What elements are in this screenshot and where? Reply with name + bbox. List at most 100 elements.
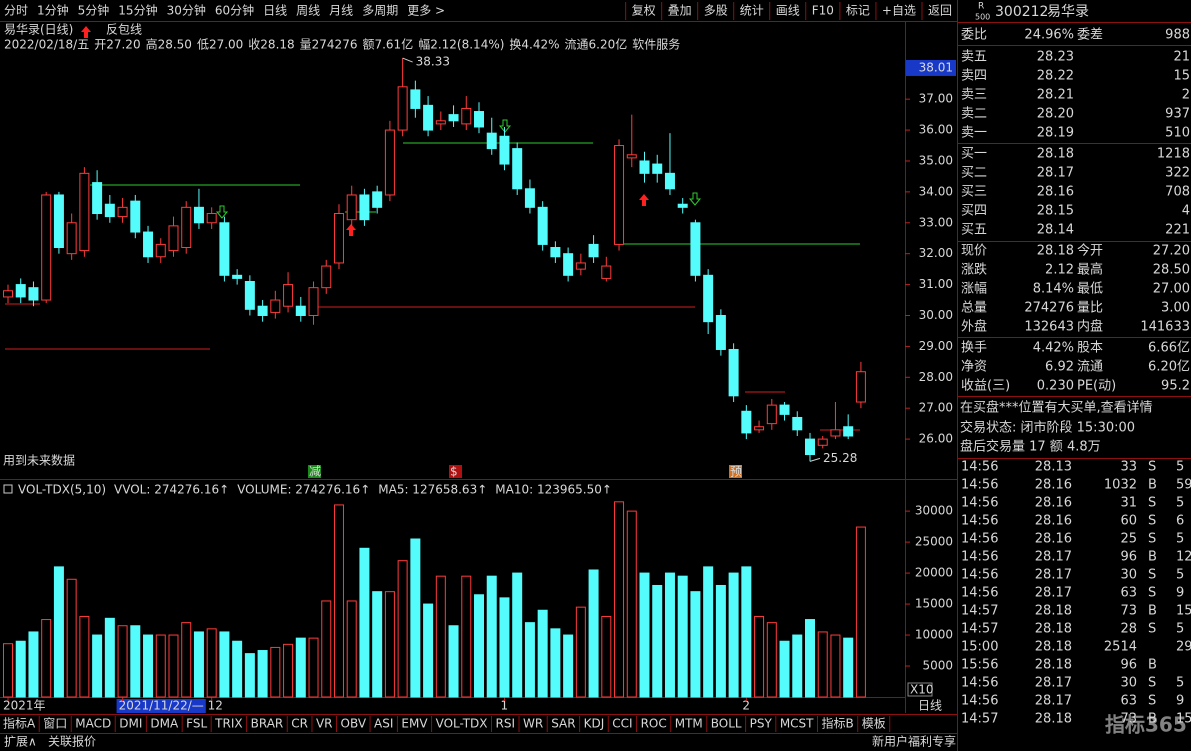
indicator-tab[interactable]: WR: [523, 717, 543, 731]
candle-body: [639, 160, 650, 174]
candle-body: [792, 416, 803, 431]
volume-bar: [766, 622, 777, 698]
indicator-tab[interactable]: OBV: [341, 717, 367, 731]
toolbar-button[interactable]: 画线: [776, 4, 800, 18]
indicator-tab[interactable]: DMA: [150, 717, 179, 731]
signal-box: [308, 465, 321, 478]
indicator-tab[interactable]: MTM: [675, 717, 703, 731]
toolbar-button[interactable]: 返回: [928, 4, 952, 18]
high-pointer: [402, 57, 413, 63]
candle-body: [104, 203, 115, 218]
candle-body: [448, 114, 459, 122]
notice[interactable]: 在买盘***位置有大买单,查看详情: [960, 400, 1153, 416]
trade-time: 14:56: [961, 586, 998, 601]
period-tab[interactable]: 15分钟: [118, 3, 157, 18]
period-tab[interactable]: 1分钟: [37, 3, 69, 18]
indicator-tab[interactable]: 模板: [862, 717, 886, 731]
quote-label: 收益(三): [961, 379, 1010, 394]
quote-value: 21: [1173, 50, 1190, 65]
volume-bar: [28, 631, 39, 698]
promo-link[interactable]: 新用户福利专享: [872, 734, 956, 749]
volume-bar: [461, 575, 472, 698]
period-tab[interactable]: 更多 >: [407, 4, 445, 18]
candle-body: [652, 163, 663, 174]
candle-body: [168, 225, 179, 252]
candle-body: [601, 265, 612, 279]
indicator-tab[interactable]: CR: [291, 717, 308, 731]
volume-bar: [550, 628, 561, 698]
indicator-tab[interactable]: MCST: [780, 717, 814, 731]
indicator-tab[interactable]: FSL: [186, 717, 207, 731]
trade-status: 交易状态: 闭市阶段 15:30:00: [960, 420, 1135, 436]
indicator-tab[interactable]: VR: [316, 717, 333, 731]
volume-bar: [486, 575, 497, 698]
candle-body: [308, 287, 319, 316]
period-tab[interactable]: 30分钟: [167, 3, 206, 18]
quote-info: 换4.42%: [509, 38, 559, 52]
quote-info: 低27.00: [197, 38, 243, 52]
indicator-tab[interactable]: VOL-TDX: [436, 717, 488, 731]
indicator-tab[interactable]: KDJ: [584, 717, 605, 731]
indicator-tab[interactable]: ROC: [641, 717, 667, 731]
signal-arrows: [81, 26, 702, 236]
trade-count: 15: [1176, 712, 1191, 727]
candle-body: [728, 348, 739, 397]
indicator-tab[interactable]: PSY: [750, 717, 773, 731]
candle-body: [843, 426, 854, 437]
related-quotes[interactable]: 关联报价: [48, 734, 96, 749]
period-tab[interactable]: 多周期: [362, 4, 398, 18]
period-tab[interactable]: 周线: [296, 4, 320, 18]
indicator-tab[interactable]: MACD: [75, 717, 111, 731]
trade-volume: 60: [1120, 514, 1137, 529]
indicator-tab[interactable]: BRAR: [251, 717, 284, 731]
quote-label: 卖四: [961, 69, 987, 84]
period-tab[interactable]: 5分钟: [78, 3, 110, 18]
y-tick-label: 32.00: [919, 246, 953, 260]
indicator-tab[interactable]: ASI: [374, 717, 393, 731]
trade-time: 14:57: [961, 712, 998, 727]
trade-count: 5: [1176, 568, 1184, 583]
indicator-tab[interactable]: TRIX: [214, 717, 242, 731]
sell-arrow: [688, 192, 702, 206]
indicator-tab[interactable]: DMI: [119, 717, 142, 731]
trade-time: 14:57: [961, 622, 998, 637]
toolbar-button[interactable]: 叠加: [668, 4, 692, 18]
quote-value: 27.00: [1153, 282, 1190, 297]
expand-button[interactable]: 扩展∧: [4, 735, 37, 749]
trade-volume: 30: [1120, 568, 1137, 583]
indicator-tab[interactable]: EMV: [401, 717, 428, 731]
candle-body: [715, 314, 726, 350]
toolbar-button[interactable]: 统计: [740, 4, 764, 18]
indicator-tab[interactable]: CCI: [612, 717, 632, 731]
period-tab[interactable]: 分时: [4, 4, 28, 18]
period-tab[interactable]: 月线: [329, 4, 353, 18]
period-tab[interactable]: 60分钟: [215, 3, 254, 18]
volume-bar: [15, 640, 26, 698]
candle-body: [257, 305, 268, 316]
quote-label: 总量: [961, 301, 987, 316]
quote-value: 28.16: [1037, 185, 1074, 200]
quote-info: 流通6.20亿: [565, 37, 628, 52]
volume-bar: [690, 591, 701, 698]
toolbar-button[interactable]: 复权: [632, 4, 656, 18]
volume-bar: [703, 566, 714, 698]
trade-price: 28.16: [1035, 532, 1072, 547]
toolbar-button[interactable]: 多股: [704, 4, 728, 18]
volume-bar: [41, 619, 52, 698]
toolbar-button[interactable]: 标记: [846, 4, 870, 18]
volume-bar: [792, 634, 803, 698]
pane-icon: [3, 484, 13, 494]
toolbar-button[interactable]: F10: [812, 4, 834, 18]
indicator-tab[interactable]: BOLL: [711, 717, 742, 731]
indicator-tab[interactable]: 指标B: [822, 716, 854, 731]
volume-bar: [257, 650, 268, 698]
indicator-tab[interactable]: SAR: [551, 717, 575, 731]
indicator-tab[interactable]: RSI: [496, 717, 516, 731]
volume-bar: [435, 575, 446, 698]
y-tick-label: 10000: [915, 628, 953, 642]
period-tab[interactable]: 日线: [263, 4, 287, 18]
indicator-tab[interactable]: 指标A: [3, 716, 36, 731]
toolbar-button[interactable]: +自选: [882, 4, 916, 18]
trade-time: 14:57: [961, 604, 998, 619]
indicator-tab[interactable]: 窗口: [43, 717, 67, 731]
